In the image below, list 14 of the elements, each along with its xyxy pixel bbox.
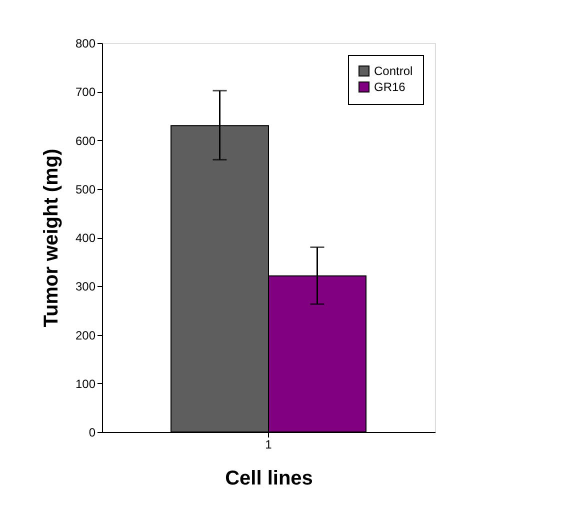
y-tick-label: 600 (75, 134, 96, 148)
legend-label: Control (374, 64, 413, 78)
y-tick-label: 700 (75, 85, 96, 100)
y-tick-label: 300 (75, 280, 96, 294)
y-tick-label: 0 (88, 426, 96, 440)
x-tick-label: 1 (265, 438, 272, 452)
y-tick-label: 500 (75, 182, 96, 196)
y-tick-label: 800 (75, 36, 96, 50)
y-tick-label: 200 (75, 328, 96, 342)
x-axis-title: Cell lines (225, 468, 313, 490)
legend-label: GR16 (374, 80, 406, 94)
y-axis-title: Tumor weight (mg) (40, 148, 62, 328)
y-tick-label: 100 (75, 376, 96, 391)
y-tick-label: 400 (75, 231, 96, 245)
